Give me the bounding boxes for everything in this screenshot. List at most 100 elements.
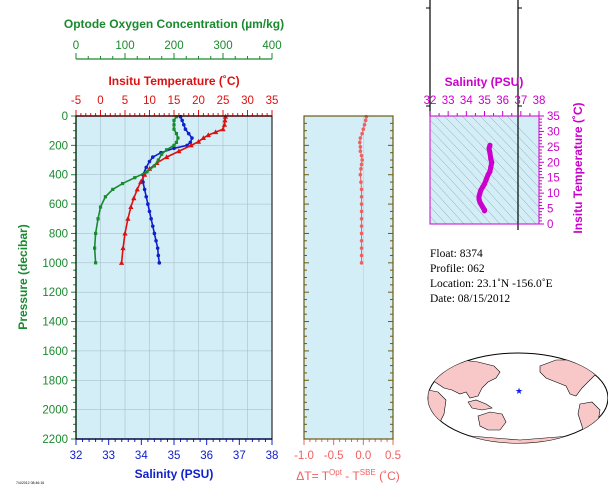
salinity-point [147,159,152,164]
salinity-point [182,123,186,127]
pressure-tick-label: 1200 [42,287,68,299]
salinity-point [190,136,194,140]
delta-point [359,231,364,236]
oxygen-profile-line [93,116,179,263]
salinity-point [155,246,160,250]
delta-tick-label: -0.5 [324,450,344,462]
salinity-point [149,216,153,221]
oxygen-tick-label: 400 [262,40,281,52]
ts-temperature-axis-title: Insitu Temperature (˚C) [571,102,585,233]
delta-title-mid: - T [342,469,360,483]
oxygen-tick-label: 300 [213,40,232,52]
delta-point [358,149,363,154]
salinity-point [147,209,152,214]
oxygen-point [152,164,156,168]
pressure-tick-label: 800 [49,228,68,240]
temperature-point [131,195,137,201]
salinity-tick-label: 32 [70,450,83,462]
salinity-tick-label: 34 [135,450,148,462]
density-contour [430,166,483,224]
delta-point [359,153,364,158]
temperature-tick-label: 15 [168,95,181,107]
temperature-point [220,126,226,132]
delta-point [358,172,363,177]
ts-point [481,208,488,214]
temperature-point [134,186,140,192]
salinity-point [183,127,188,132]
oxygen-tick-label: 200 [164,40,183,52]
salinity-point [154,238,158,243]
pressure-tick-label: 0 [62,111,68,123]
ts-point [486,145,492,151]
map-land-australia [477,411,507,431]
delta-tick-label: -1.0 [294,450,314,462]
salinity-point [186,131,191,136]
density-contour [430,119,528,224]
density-contour [430,138,510,224]
salinity-point [157,261,162,265]
ts-point [485,172,491,178]
ts-temperature-tick-label: 30 [547,126,560,138]
map-land-indonesia [467,399,493,411]
delta-point [361,127,366,132]
delta-point [357,140,362,145]
density-contour [461,116,539,198]
world-map: ★ [427,352,608,444]
oxygen-point [165,148,169,152]
oxygen-point [172,118,176,123]
pressure-tick-label: 1800 [42,375,68,387]
temperature-point [128,204,134,210]
temperature-point [118,260,125,265]
oxygen-point [96,217,100,221]
temperature-point [142,171,148,177]
float-info: Float: 8374 Profile: 062 Location: 23.1˚… [430,247,553,307]
temperature-point [195,138,202,144]
density-contour [479,116,539,179]
temperature-tick-label: -5 [71,95,81,107]
pressure-tick-label: 600 [49,199,68,211]
pressure-tick-label: 1400 [42,317,68,329]
pressure-axis-title: Pressure (decibar) [16,224,30,329]
ts-salinity-tick-label: 34 [460,95,473,107]
delta-point [358,136,363,140]
oxygen-point [172,127,176,131]
ts-temperature-tick-label: 35 [547,111,560,123]
delta-tick-label: 0.0 [355,450,371,462]
oxygen-point [94,261,98,265]
density-contour [430,186,465,224]
delta-title-suffix: (˚C) [376,469,400,483]
map-land-greenland [591,353,608,367]
oxygen-tick-label: 100 [115,40,134,52]
oxygen-point [176,136,180,140]
oxygen-point [94,231,98,236]
delta-point [359,216,364,221]
oxygen-point [145,170,149,174]
delta-point [362,123,367,127]
oxygen-point [174,115,179,119]
oxygen-point [156,158,160,162]
pressure-tick-label: 400 [49,170,68,182]
salinity-tick-label: 37 [233,450,246,462]
pressure-tick-label: 1600 [42,346,68,358]
temperature-point [164,154,170,160]
oxygen-point [111,187,115,192]
salinity-point [172,146,176,151]
density-contour [430,196,456,224]
ts-temperature-tick-label: 5 [547,204,553,216]
temperature-profile-line [120,116,227,263]
delta-axis-title: ΔT= TOpt - TSBE (˚C) [296,468,400,483]
delta-point [358,145,363,149]
oxygen-point [120,181,125,186]
oxygen-axis-title: Optode Oxygen Concentration (µm/kg) [64,17,284,31]
temperature-axis: -5 0 5 10 15 20 25 30 35 [71,95,278,117]
salinity-tick-label: 38 [266,450,279,462]
ts-salinity-axis-title: Salinity (PSU) [445,75,524,89]
temperature-tick-label: 20 [192,95,205,107]
temperature-tick-label: 25 [217,95,230,107]
temperature-point [120,245,126,251]
profile-date: Date: 08/15/2012 [430,293,511,305]
density-contour [497,116,539,159]
pressure-tick-label: 2200 [42,434,68,446]
delta-point [359,261,364,265]
ts-point [488,164,494,170]
